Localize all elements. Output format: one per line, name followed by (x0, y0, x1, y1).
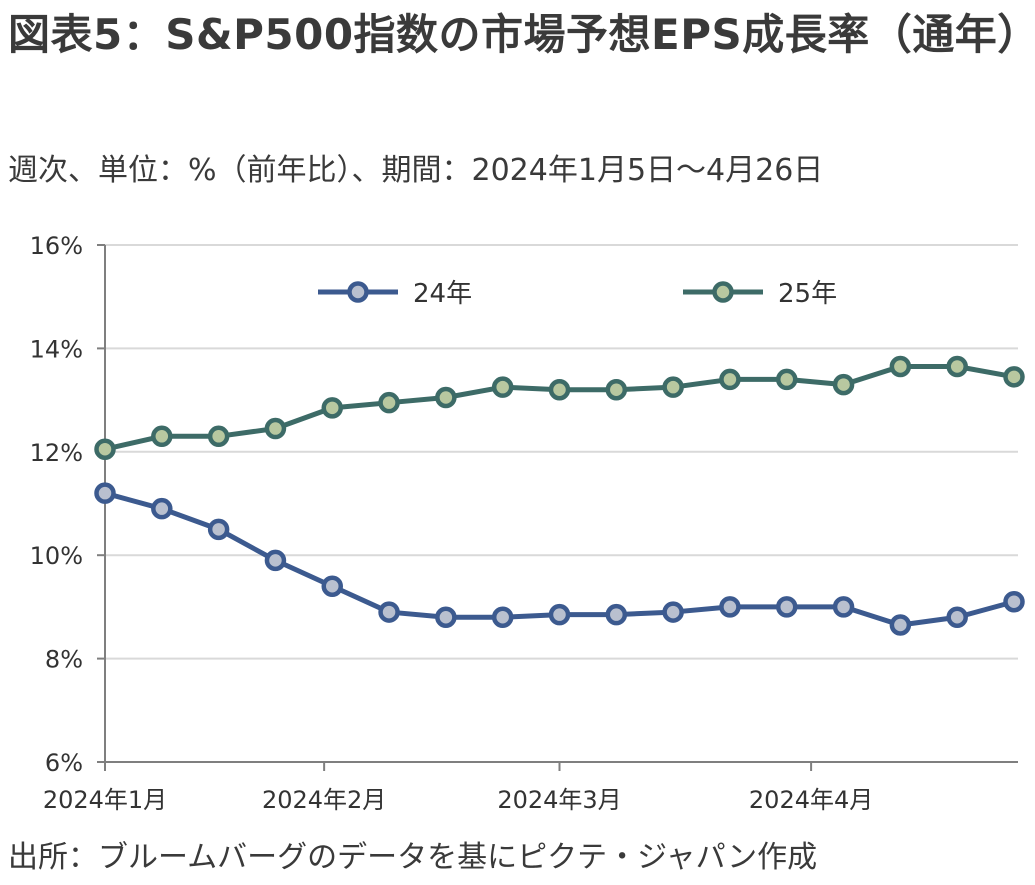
y-tick-label: 16% (30, 232, 83, 260)
series-line (102, 363, 1017, 452)
legend-marker (347, 281, 369, 303)
data-point (264, 549, 287, 572)
data-point (151, 425, 173, 448)
data-point (264, 417, 287, 440)
x-axis: 2024年1月 2024年2月 2024年3月 2024年4月 (43, 761, 1018, 814)
data-point (946, 606, 968, 628)
y-tick-label: 10% (30, 542, 83, 570)
data-point (719, 596, 741, 618)
data-point (94, 438, 116, 460)
y-tick-label: 8% (45, 646, 83, 674)
data-point (662, 601, 684, 623)
legend-marker (712, 281, 734, 303)
data-point (548, 603, 571, 626)
data-point (321, 397, 343, 419)
y-tick-label: 6% (45, 749, 83, 777)
legend-label: 25年 (778, 279, 837, 309)
y-axis: 6% 8% 10% 12% 14% 16% (30, 232, 106, 777)
data-point (889, 355, 912, 378)
data-point (1003, 366, 1025, 388)
data-point (321, 575, 343, 597)
y-tick-label: 12% (30, 439, 83, 467)
legend-item: 24年 (318, 279, 472, 309)
x-tick-label: 2024年1月 (43, 786, 167, 814)
data-point (491, 606, 514, 628)
data-point (491, 376, 514, 398)
gridlines (105, 244, 1018, 660)
data-point (548, 379, 571, 401)
legend-item: 25年 (683, 279, 837, 309)
y-tick-label: 14% (30, 335, 83, 363)
data-point (719, 368, 741, 391)
data-point (1003, 590, 1025, 613)
data-point (776, 596, 798, 618)
data-point (832, 596, 855, 618)
series-1 (94, 482, 1025, 636)
data-point (435, 606, 457, 628)
series-group (94, 355, 1025, 636)
legend: 24年 25年 (318, 279, 837, 309)
x-tick-label: 2024年4月 (749, 786, 873, 814)
data-point (435, 386, 457, 409)
data-point (605, 603, 628, 626)
legend-label: 24年 (413, 279, 472, 309)
chart-title: 図表5：S&P500指数の市場予想EPS成長率（通年） (8, 10, 1035, 59)
series-2 (94, 355, 1025, 460)
data-point (776, 368, 798, 391)
data-point (889, 614, 912, 636)
data-point (605, 379, 628, 401)
data-point (151, 497, 173, 520)
data-point (832, 373, 855, 396)
data-point (946, 355, 968, 378)
x-tick-label: 2024年2月 (262, 786, 386, 814)
data-point (94, 482, 116, 504)
data-point (207, 425, 230, 448)
data-point (207, 518, 230, 541)
chart-subtitle: 週次、単位：%（前年比）、期間：2024年1月5日～4月26日 (8, 153, 824, 188)
data-point (662, 376, 684, 398)
data-point (378, 391, 400, 414)
source-note: 出所：ブルームバーグのデータを基にピクテ・ジャパン作成 (8, 840, 818, 875)
data-point (378, 601, 400, 623)
x-tick-label: 2024年3月 (497, 786, 621, 814)
